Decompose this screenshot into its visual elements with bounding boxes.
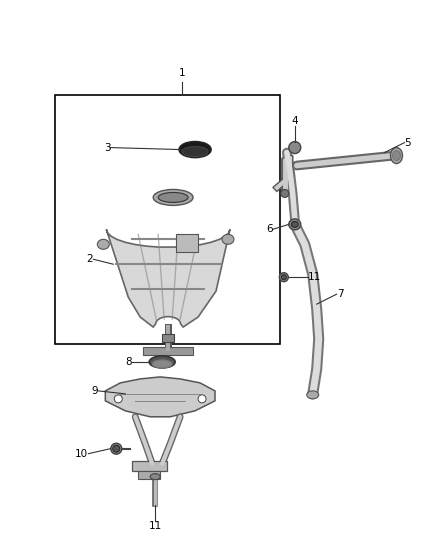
Ellipse shape <box>158 192 188 203</box>
Ellipse shape <box>114 395 122 403</box>
Text: 11: 11 <box>148 521 162 530</box>
Ellipse shape <box>113 445 120 452</box>
Ellipse shape <box>281 274 286 280</box>
Ellipse shape <box>111 443 122 454</box>
Bar <box>56 95 280 344</box>
Text: 1: 1 <box>179 68 185 78</box>
Bar <box>143 347 193 355</box>
Ellipse shape <box>152 360 172 368</box>
Polygon shape <box>105 377 215 417</box>
Ellipse shape <box>289 219 301 230</box>
Text: 7: 7 <box>337 289 343 299</box>
Ellipse shape <box>182 147 208 157</box>
Text: 9: 9 <box>92 386 99 396</box>
Ellipse shape <box>149 356 175 368</box>
Ellipse shape <box>392 150 400 160</box>
Text: 3: 3 <box>104 142 110 152</box>
Ellipse shape <box>279 273 288 281</box>
Text: 4: 4 <box>291 116 298 126</box>
Ellipse shape <box>150 474 160 480</box>
Text: 11: 11 <box>308 272 321 282</box>
Ellipse shape <box>391 148 403 164</box>
Ellipse shape <box>153 189 193 205</box>
Bar <box>138 471 160 479</box>
Ellipse shape <box>97 239 110 249</box>
Bar <box>132 461 167 471</box>
Text: 5: 5 <box>404 138 411 148</box>
Text: 10: 10 <box>75 449 88 459</box>
Polygon shape <box>273 156 293 191</box>
Bar <box>162 334 174 342</box>
Bar <box>176 235 198 252</box>
Ellipse shape <box>307 391 319 399</box>
Text: 6: 6 <box>266 224 273 235</box>
Text: 8: 8 <box>126 357 132 367</box>
Ellipse shape <box>179 142 211 158</box>
Ellipse shape <box>198 395 206 403</box>
Ellipse shape <box>291 221 298 228</box>
Text: 2: 2 <box>87 254 93 264</box>
Ellipse shape <box>281 189 289 197</box>
Polygon shape <box>106 229 230 327</box>
Ellipse shape <box>289 142 301 154</box>
Ellipse shape <box>222 235 234 244</box>
